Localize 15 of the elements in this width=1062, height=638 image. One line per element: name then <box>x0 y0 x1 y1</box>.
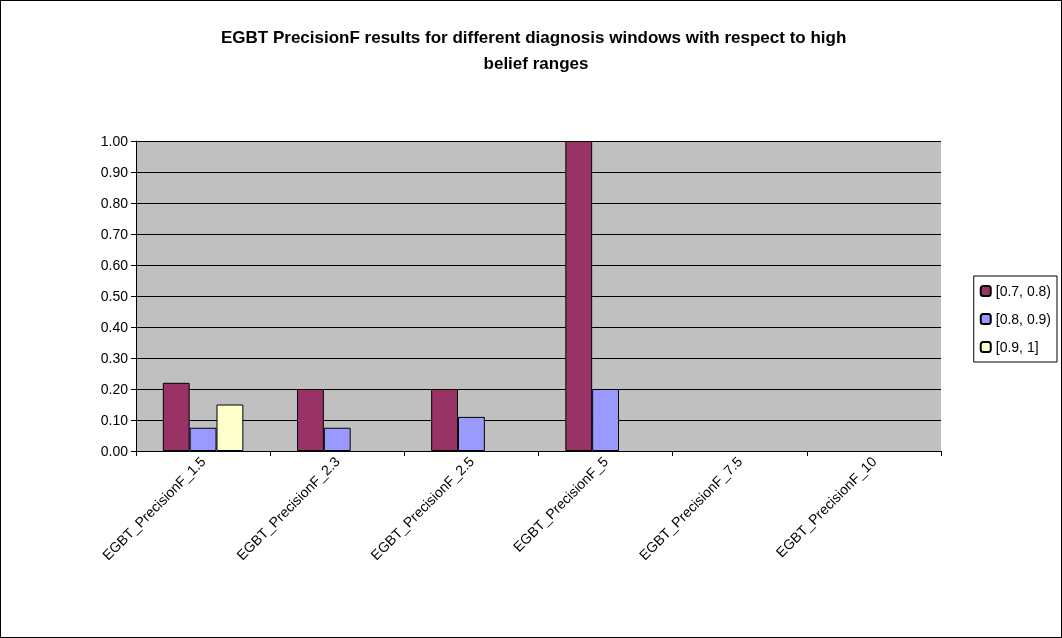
y-tick-label: 0.30 <box>100 350 129 366</box>
y-tick-label: 0.60 <box>100 257 129 273</box>
y-tick-label: 0.10 <box>100 412 129 428</box>
y-tick-label: 0.90 <box>100 164 129 180</box>
y-tick-label: 0.70 <box>100 226 129 242</box>
legend-label: [0.9, 1] <box>995 339 1039 355</box>
y-tick-label: 1.00 <box>100 133 129 149</box>
y-tick-label: 0.00 <box>100 443 129 459</box>
y-tick-label: 0.50 <box>100 288 129 304</box>
y-tick-label: 0.80 <box>100 195 129 211</box>
legend-label: [0.7, 0.8) <box>995 283 1052 299</box>
legend-label: [0.8, 0.9) <box>995 311 1052 327</box>
chart-title: EGBT PrecisionF results for different diagnosis windows with respect to high belief ranges <box>220 27 852 73</box>
y-tick-label: 0.40 <box>100 319 129 335</box>
y-tick-label: 0.20 <box>100 381 129 397</box>
